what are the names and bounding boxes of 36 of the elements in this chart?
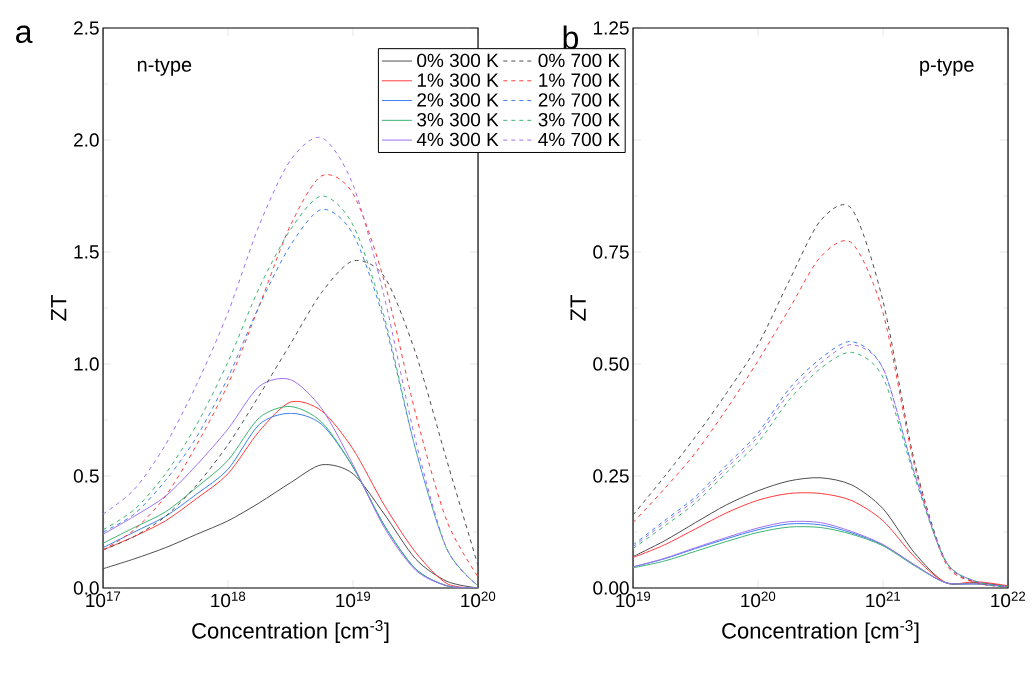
y-tick-label: 0.00 bbox=[593, 581, 629, 595]
y-tick-label: 2.0 bbox=[74, 133, 99, 147]
y-tick-label: 0.50 bbox=[593, 357, 629, 371]
legend-label: 1% 700 K bbox=[539, 73, 620, 87]
x-tick-label: 10$^{21}$ bbox=[866, 591, 901, 608]
annotation: n-type bbox=[137, 58, 192, 76]
y-tick-label: 0.0 bbox=[73, 581, 99, 595]
x-tick-label: 10$^{22}$ bbox=[991, 591, 1026, 608]
chart-title: b bbox=[563, 25, 579, 50]
legend-label: 0% 700 K bbox=[538, 53, 620, 68]
x-tick-label: 10$^{20}$ bbox=[741, 591, 776, 608]
x-tick-label: 10$^{18}$ bbox=[211, 591, 246, 608]
y-tick-label: 0.5 bbox=[73, 469, 99, 483]
x-axis-title: Concentration [cm$^{-3}$] bbox=[192, 620, 389, 643]
legend-label: 3% 700 K bbox=[538, 112, 620, 127]
legend-label: 3% 300 K bbox=[417, 112, 499, 127]
chart-title: a bbox=[16, 25, 33, 44]
y-axis-title: ZT bbox=[570, 295, 586, 321]
legend-label: 2% 300 K bbox=[417, 93, 499, 107]
y-tick-label: 1.25 bbox=[593, 21, 629, 35]
legend-label: 4% 300 K bbox=[416, 132, 499, 147]
annotation: p-type bbox=[920, 58, 974, 76]
x-axis-title: Concentration [cm$^{-3}$] bbox=[722, 620, 919, 643]
x-tick-label: 10$^{19}$ bbox=[336, 591, 371, 608]
legend-label: 1% 300 K bbox=[417, 73, 499, 87]
legend-label: 0% 300 K bbox=[417, 53, 499, 68]
legend-label: 4% 700 K bbox=[538, 132, 620, 147]
y-tick-label: 2.5 bbox=[74, 21, 99, 35]
x-tick-label: 10$^{20}$ bbox=[461, 591, 496, 608]
y-tick-label: 0.25 bbox=[593, 469, 629, 483]
y-tick-label: 1.0 bbox=[74, 357, 99, 371]
legend-label: 2% 700 K bbox=[538, 93, 620, 107]
y-tick-label: 0.75 bbox=[593, 245, 629, 259]
y-tick-label: 1.5 bbox=[74, 245, 99, 259]
line-series bbox=[103, 260, 479, 567]
y-axis-title: ZT bbox=[51, 295, 67, 321]
